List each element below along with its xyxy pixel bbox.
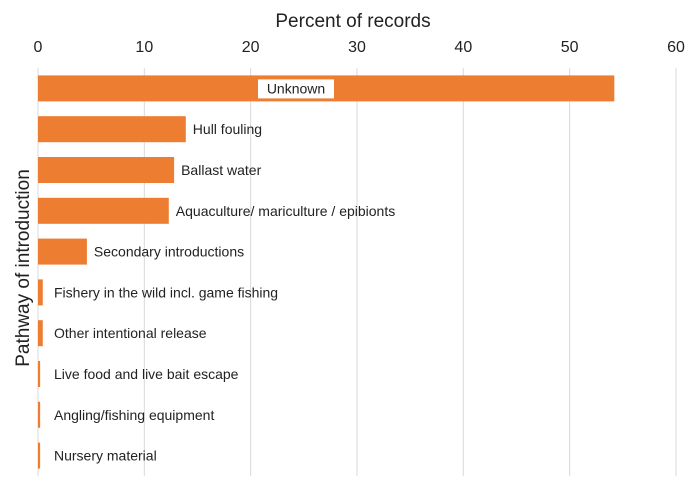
category-label: Other intentional release [54,325,207,341]
x-tick-label: 60 [667,39,685,56]
data-label-box [258,79,334,99]
x-tick-label: 10 [135,39,153,56]
bar [38,116,186,143]
category-label: Secondary introductions [94,244,244,260]
category-label: Angling/fishing equipment [54,407,214,423]
x-tick-label: 50 [561,39,579,56]
x-tick-label: 20 [242,39,260,56]
bar [38,279,43,306]
bar [38,401,41,428]
bar [38,238,87,265]
x-tick-label: 0 [34,39,43,56]
x-tick-label: 30 [348,39,366,56]
bar [38,442,41,469]
bar [38,320,43,347]
bar [38,361,41,387]
category-label: Hull fouling [193,121,262,137]
x-axis-title: Percent of records [275,11,430,32]
bar [38,197,169,224]
category-label: Live food and live bait escape [54,366,239,382]
category-label: Nursery material [54,448,157,464]
category-label: Fishery in the wild incl. game fishing [54,284,278,300]
category-label: Aquaculture/ mariculture / epibionts [176,203,395,219]
category-label: Ballast water [181,162,261,178]
y-axis-title: Pathway of introduction [13,169,34,367]
x-tick-label: 40 [454,39,472,56]
bar [38,157,175,183]
category-label: Unknown [267,80,325,96]
